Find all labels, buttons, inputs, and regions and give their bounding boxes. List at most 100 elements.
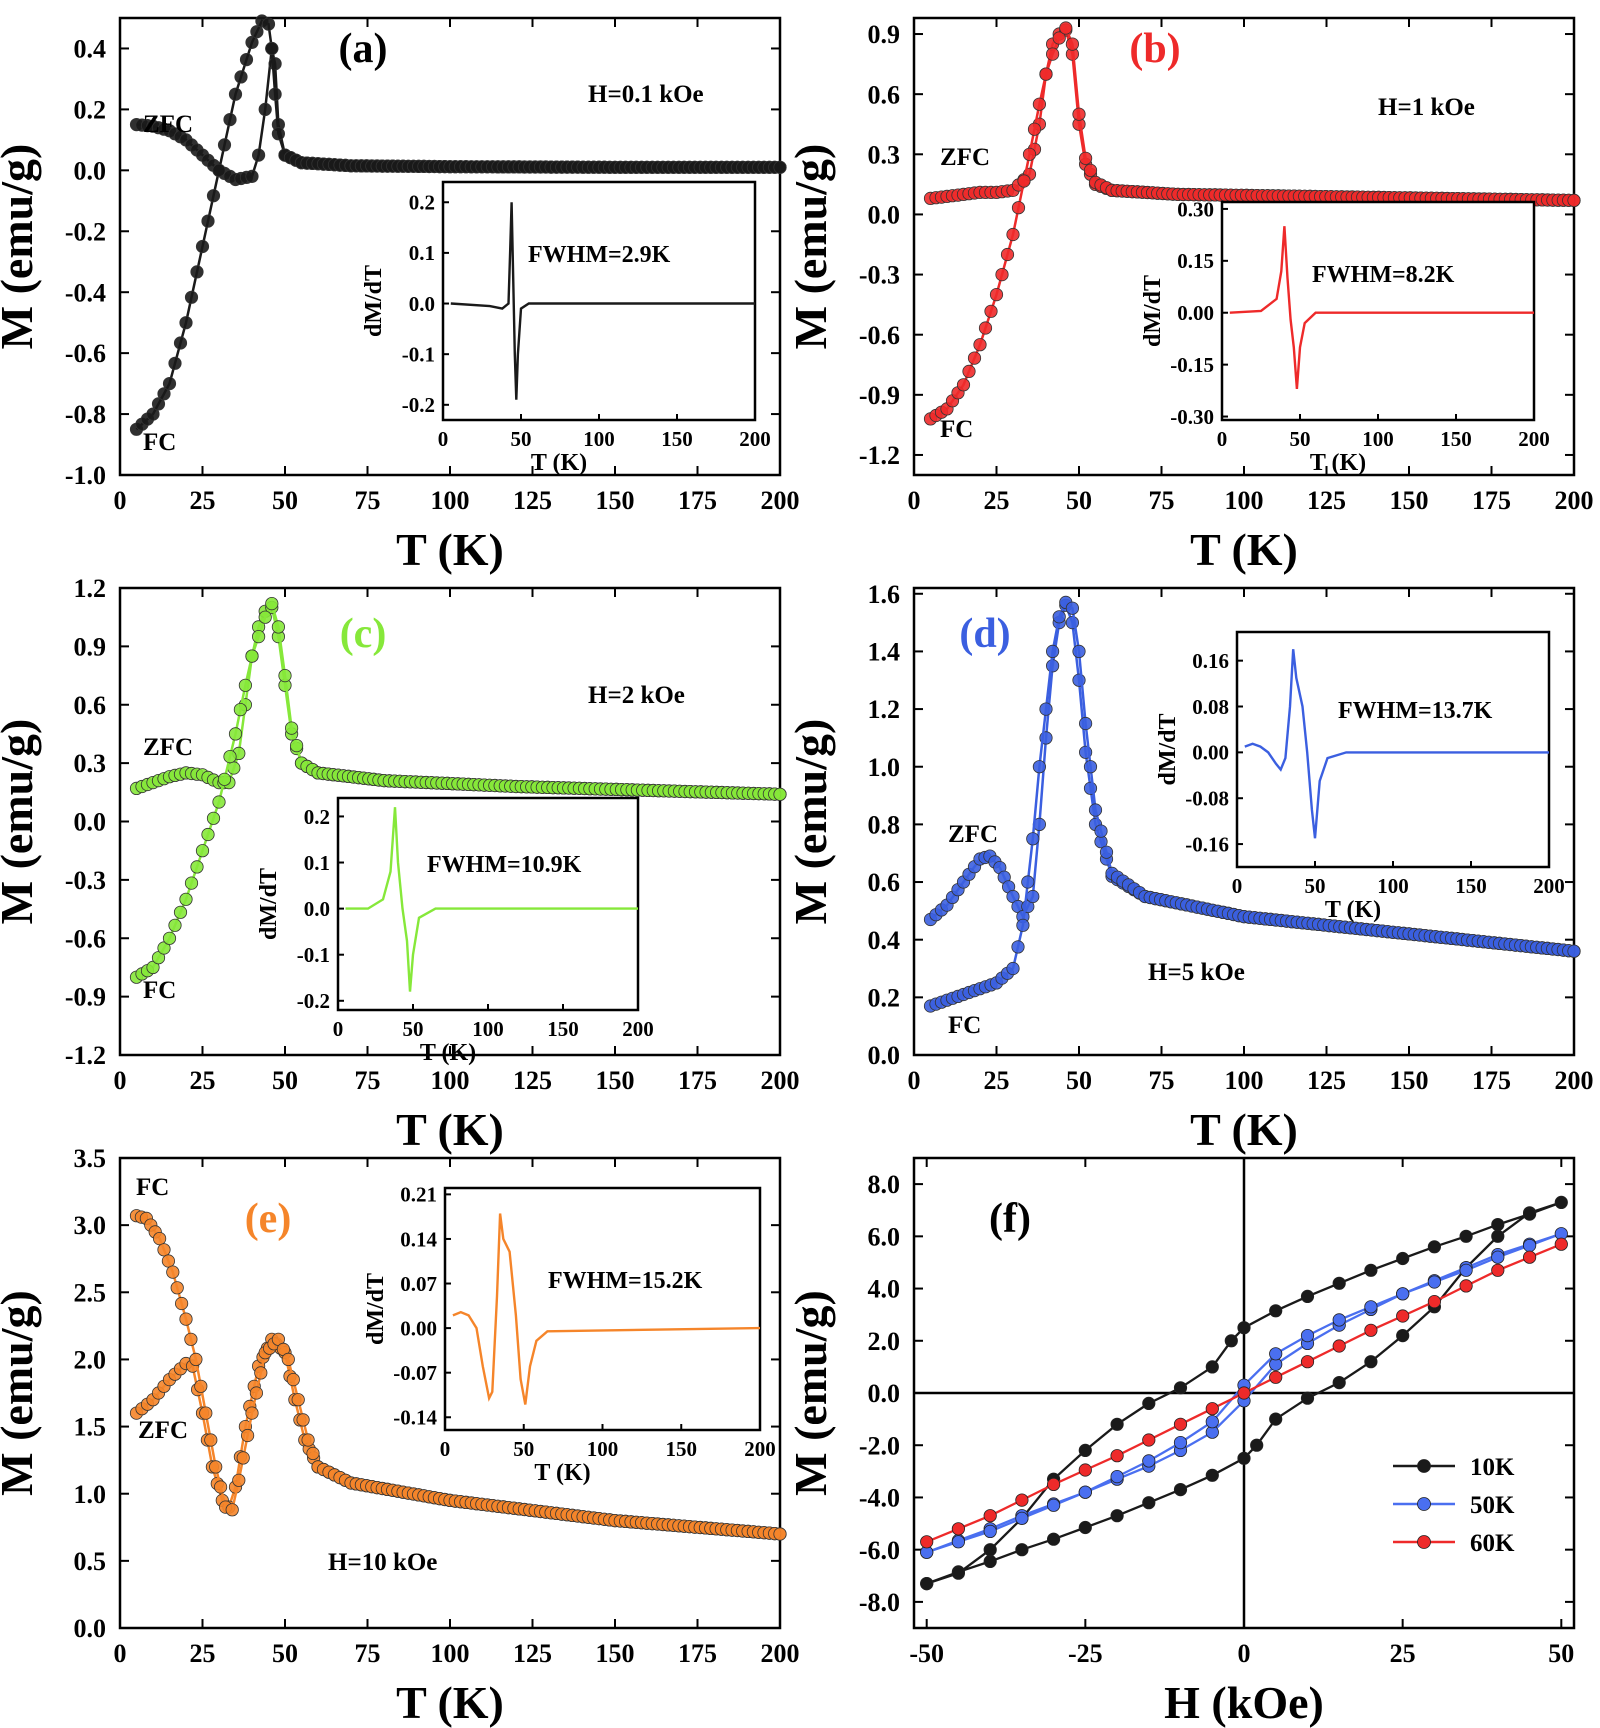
panel-d-x-axis-title: T (K): [1190, 1104, 1298, 1155]
panel-d-series-fc-point: [1021, 875, 1035, 889]
panel-a-inset-x-tick-label: 150: [661, 427, 693, 451]
panel-f-series-60k-point: [1015, 1493, 1029, 1507]
panel-e-series-fc-point: [175, 1296, 189, 1311]
panel-c-y-tick-label: 0.9: [74, 632, 107, 661]
panel-d-fc-label: FC: [948, 1012, 981, 1039]
panel-a-inset-x-tick-label: 0: [438, 427, 449, 451]
panel-d-inset-x-tick-label: 50: [1305, 874, 1326, 898]
panel-d-inset-x-tick-label: 100: [1377, 874, 1409, 898]
panel-d-x-tick-label: 25: [984, 1066, 1010, 1095]
panel-e-series-fc-point: [296, 1413, 310, 1427]
panel-f-series-50k-point: [1332, 1313, 1346, 1327]
panel-a-fc-label: FC: [143, 429, 176, 456]
panel-f-series-60k-point: [920, 1535, 934, 1549]
panel-b-x-tick-label: 100: [1225, 486, 1264, 515]
panel-d-inset-x-tick-label: 200: [1533, 874, 1565, 898]
panel-f-series-10k-point: [1224, 1334, 1238, 1348]
panel-b-series-fc-point: [973, 338, 987, 352]
panel-c-inset-x-tick-label: 200: [622, 1017, 654, 1041]
panel-b-series-fc-point: [1046, 47, 1060, 61]
panel-f-y-tick-label: 0.0: [868, 1379, 901, 1408]
panel-f-series-10k-point: [1396, 1329, 1410, 1343]
panel-d-series-fc-point: [1026, 832, 1040, 846]
panel-f-series-60k-point: [1205, 1402, 1219, 1416]
panel-e-series-fc-point: [241, 1428, 255, 1443]
panel-b-inset-x-tick-label: 0: [1217, 427, 1228, 451]
panel-e-series-fc-point: [773, 1527, 787, 1541]
panel-c-fc-label: FC: [143, 977, 176, 1004]
panel-c-x-tick-label: 150: [596, 1066, 635, 1095]
panel-a-y-tick-label: -0.2: [65, 217, 106, 246]
panel-e-field-label: H=10 kOe: [328, 1549, 437, 1576]
panel-f-series-50k-point: [1459, 1263, 1473, 1277]
panel-c-y-tick-label: 0.0: [74, 808, 107, 837]
panel-d-y-tick-label: 1.6: [868, 580, 901, 609]
panel-b-series-fc-point: [1017, 174, 1031, 188]
panel-f-x-axis-title: H (kOe): [1164, 1677, 1324, 1728]
panel-d-series-fc-point: [1083, 760, 1098, 774]
panel-c-series-fc-point: [233, 702, 247, 717]
panel-f-y-tick-label: 4.0: [868, 1275, 901, 1304]
panel-a-y-tick-label: 0.4: [74, 35, 107, 64]
panel-e-inset-y-tick-label: 0.14: [400, 1227, 437, 1251]
panel-d-inset-curve: [1244, 649, 1549, 839]
panel-f-series-10k-point: [1523, 1207, 1537, 1221]
panel-b-series-fc-point: [1027, 122, 1042, 136]
panel-a-inset-y-axis-title: dM/dT: [361, 265, 387, 337]
panel-a-series-fc-point: [239, 52, 254, 67]
panel-f-series-60k-point: [1332, 1339, 1346, 1353]
panel-e-inset-y-tick-label: 0.21: [400, 1183, 437, 1207]
panel-a-series-fc-point: [261, 17, 276, 31]
panel-f-series-50k-point: [1396, 1287, 1410, 1301]
panel-f-legend-label-50k: 50K: [1470, 1492, 1515, 1519]
panel-a-series-fc-point: [212, 163, 226, 177]
panel-e-series-fc-point: [204, 1433, 218, 1447]
panel-c-series-fc-point: [206, 811, 221, 825]
panel-d-series-fc-point: [1046, 644, 1060, 659]
panel-a-series-zfc-point: [252, 148, 266, 162]
panel-d-series-zfc-point: [1072, 673, 1086, 687]
panel-e-series-fc-point: [232, 1473, 246, 1487]
panel-c-series-fc-point: [228, 727, 243, 741]
panel-f-series-60k-point: [1491, 1263, 1505, 1277]
panel-e-y-tick-label: 2.5: [74, 1278, 107, 1307]
panel-d-y-tick-label: 0.4: [868, 926, 901, 955]
panel-d-x-tick-label: 150: [1390, 1066, 1429, 1095]
panel-e-y-tick-label: 2.0: [74, 1346, 107, 1375]
panel-d-series-fc-point: [1032, 760, 1047, 774]
panel-a-inset-x-tick-label: 50: [511, 427, 532, 451]
panel-a-inset-y-tick-label: 0.0: [409, 292, 435, 316]
panel-b-y-tick-label: -0.3: [859, 261, 900, 290]
panel-c-y-tick-label: 1.2: [74, 574, 107, 603]
panel-b-x-tick-label: 125: [1307, 486, 1346, 515]
panel-a-x-tick-label: 50: [272, 486, 298, 515]
panel-a-x-axis-title: T (K): [396, 524, 504, 575]
panel-d-series-fc-point: [1072, 644, 1086, 659]
panel-f-x-tick-label: 0: [1238, 1639, 1251, 1668]
panel-f-y-tick-label: -4.0: [859, 1484, 900, 1513]
panel-c-series-fc-point: [184, 876, 199, 890]
panel-d-x-tick-label: 175: [1472, 1066, 1511, 1095]
panel-b-inset-x-tick-label: 100: [1362, 427, 1394, 451]
panel-b-series-fc-point: [984, 304, 998, 318]
panel-c-series-fc-point: [179, 892, 193, 906]
panel-a-y-tick-label: 0.2: [74, 96, 107, 125]
panel-e-x-tick-label: 0: [114, 1639, 127, 1668]
panel-e-x-tick-label: 50: [272, 1639, 298, 1668]
panel-b-x-tick-label: 150: [1390, 486, 1429, 515]
panel-b-inset-x-tick-label: 50: [1290, 427, 1311, 451]
panel-c-inset-y-tick-label: 0.2: [304, 805, 330, 829]
panel-c-fwhm-label: FWHM=10.9K: [427, 852, 582, 878]
panel-a-inset-y-tick-label: 0.2: [409, 191, 435, 215]
panel-c-series-fc-point: [245, 649, 259, 663]
panel-d-series-fc-point: [1567, 944, 1581, 958]
panel-a-series-fc-point: [206, 189, 221, 203]
panel-b-series-fc-point: [1083, 163, 1098, 177]
panel-d-inset-y-tick-label: 0.08: [1192, 695, 1229, 719]
panel-d-x-tick-label: 100: [1225, 1066, 1264, 1095]
panel-a-inset-y-tick-label: -0.1: [402, 343, 435, 367]
panel-b-inset: 0 50 100 150 200 -0.30 -0.15 0.00 0.15 0.30 T (K) d…: [1140, 197, 1550, 476]
panel-b-series-fc-point: [989, 287, 1004, 302]
panel-c-series-fc-point: [258, 610, 272, 624]
panel-b-y-tick-label: -0.9: [859, 381, 900, 410]
